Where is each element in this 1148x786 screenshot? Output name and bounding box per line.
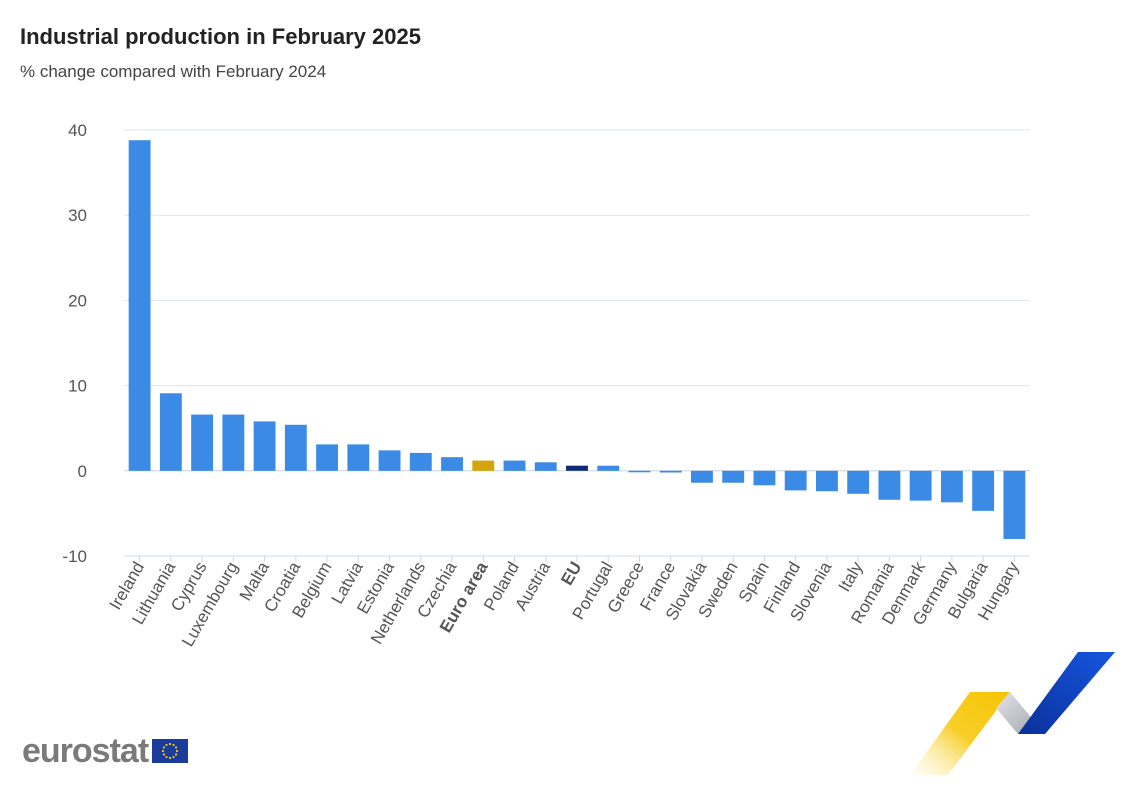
flag-star bbox=[162, 746, 166, 749]
bar bbox=[566, 465, 588, 471]
ribbon-blue bbox=[1018, 652, 1115, 734]
bar bbox=[253, 421, 276, 471]
flag-star bbox=[162, 749, 165, 753]
bar bbox=[409, 452, 432, 471]
bar-chart: -10010203040IrelandLithuaniaCyprusLuxemb… bbox=[62, 121, 1030, 650]
chart-title: Industrial production in February 2025 bbox=[20, 24, 421, 49]
bar bbox=[472, 460, 495, 471]
bar bbox=[284, 424, 307, 471]
bar bbox=[347, 444, 370, 471]
bar bbox=[815, 470, 838, 492]
bar bbox=[972, 470, 995, 511]
bar bbox=[503, 460, 526, 471]
bar bbox=[534, 462, 557, 471]
bar bbox=[378, 450, 401, 471]
flag-star bbox=[169, 742, 172, 746]
x-tick-label: EU bbox=[557, 559, 585, 589]
bar bbox=[691, 470, 713, 483]
eurostat-logo-text: eurostat bbox=[22, 732, 149, 770]
bar bbox=[753, 470, 776, 486]
bar bbox=[659, 470, 682, 473]
bar bbox=[909, 470, 932, 501]
flag-star bbox=[172, 743, 175, 747]
bar bbox=[722, 470, 745, 483]
flag-star bbox=[172, 755, 175, 759]
bar bbox=[628, 470, 651, 473]
chart-subtitle: % change compared with February 2024 bbox=[20, 62, 327, 81]
flag-star bbox=[169, 756, 172, 760]
flag-star bbox=[162, 753, 166, 756]
flag-star bbox=[165, 755, 168, 759]
bar bbox=[1003, 470, 1026, 539]
bar bbox=[222, 414, 245, 471]
flag-star bbox=[175, 746, 178, 749]
flag-star bbox=[165, 743, 168, 747]
bar bbox=[847, 470, 870, 494]
bar bbox=[159, 393, 182, 471]
bar bbox=[316, 444, 339, 471]
eu-flag-icon bbox=[152, 739, 189, 763]
ribbon-yellow bbox=[910, 692, 1010, 775]
y-tick-label: 0 bbox=[78, 462, 87, 481]
bar bbox=[597, 465, 620, 471]
eurostat-logo: eurostat bbox=[22, 732, 189, 770]
bar bbox=[784, 470, 807, 491]
y-tick-label: 10 bbox=[68, 377, 87, 396]
x-tick-label: Italy bbox=[835, 558, 867, 595]
bar bbox=[441, 457, 463, 471]
flag-star bbox=[176, 749, 179, 753]
flag-star bbox=[175, 753, 178, 756]
bar bbox=[940, 470, 963, 503]
y-tick-label: 40 bbox=[68, 121, 87, 140]
eurostat-ribbon-decoration bbox=[910, 652, 1115, 775]
y-tick-label: 20 bbox=[68, 291, 87, 310]
bar bbox=[128, 140, 151, 471]
bar bbox=[191, 414, 214, 471]
bar bbox=[878, 470, 901, 500]
y-tick-label: 30 bbox=[68, 206, 87, 225]
y-tick-label: -10 bbox=[62, 547, 87, 566]
